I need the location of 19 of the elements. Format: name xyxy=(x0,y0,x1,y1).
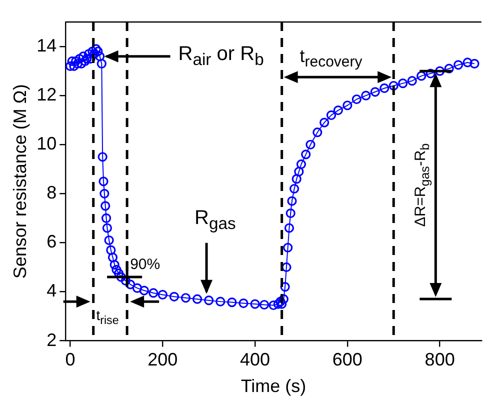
x-tick-label: 0 xyxy=(65,350,76,370)
annotation: t$_{recovery}$ xyxy=(300,46,362,71)
x-tick-label: 800 xyxy=(424,350,455,370)
x-tick-label: 400 xyxy=(240,350,270,370)
x-tick-label: 600 xyxy=(332,350,362,370)
y-tick-label: 2 xyxy=(46,330,57,350)
x-tick-label: 200 xyxy=(148,350,178,370)
annotation: 90% xyxy=(130,256,160,274)
annotation: R$_{gas}$ xyxy=(194,206,236,233)
annotation: t$_{rise}$ xyxy=(96,306,119,326)
y-tick-label: 10 xyxy=(36,134,57,154)
y-axis-title: Sensor resistance (M Ω) xyxy=(10,84,30,279)
y-tick-label: 14 xyxy=(36,35,57,56)
annotation: R$_{air}$ or R$_{b}$ xyxy=(178,43,264,70)
y-tick-label: 8 xyxy=(46,182,57,203)
y-tick-label: 6 xyxy=(46,232,57,252)
y-tick-label: 4 xyxy=(46,280,57,301)
x-axis-title: Time (s) xyxy=(240,376,306,396)
y-tick-label: 12 xyxy=(36,84,57,105)
